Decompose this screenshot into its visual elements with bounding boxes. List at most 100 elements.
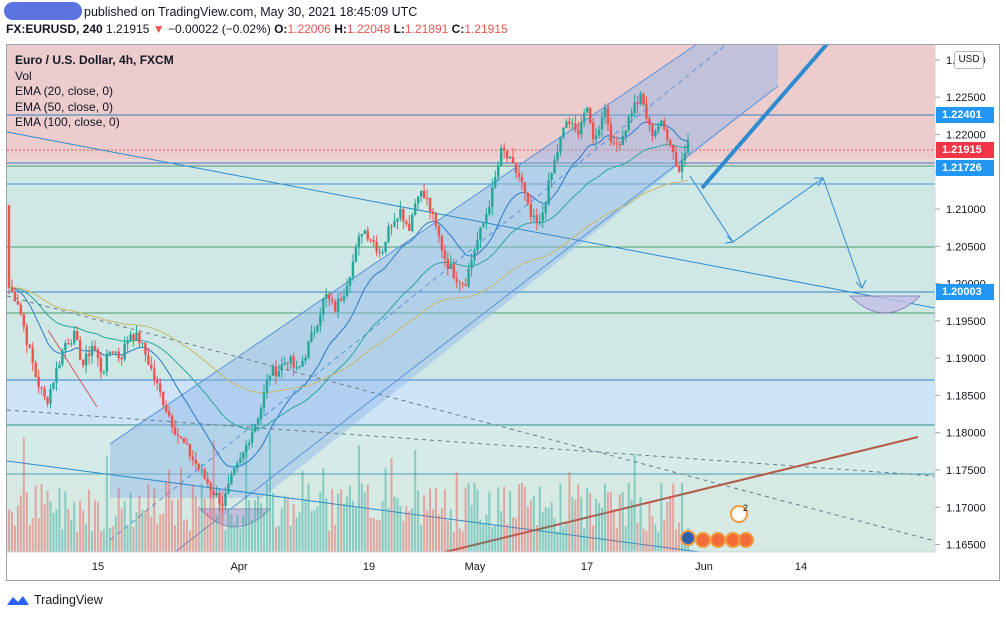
candle-body [425, 198, 429, 200]
volume-bar [52, 513, 55, 552]
volume-bar [37, 518, 40, 552]
descending-trendline[interactable] [7, 131, 935, 309]
time-tick-label: May [465, 561, 486, 573]
candle-body [494, 176, 497, 187]
volume-bar [135, 512, 138, 552]
rising-brown-trendline[interactable] [444, 436, 919, 552]
candle-body [434, 213, 438, 226]
volume-bar [633, 454, 636, 552]
volume-bar [603, 483, 606, 552]
event-badge[interactable] [680, 530, 696, 546]
volume-bar [233, 524, 236, 552]
volume-bar [476, 489, 479, 552]
candle-body [621, 135, 624, 145]
candle-body [135, 332, 138, 340]
volume-bar [215, 514, 218, 552]
volume-bar [434, 487, 437, 552]
candle-body [446, 258, 450, 269]
candle-body [488, 206, 491, 215]
candle-body [591, 122, 595, 140]
candle-body [627, 116, 630, 131]
volume-bar [657, 531, 660, 552]
thick-blue-arrow-line[interactable] [700, 44, 829, 190]
time-axis[interactable]: 15 Apr 19 May 17 Jun 14 [92, 561, 807, 573]
candle-body [597, 129, 601, 136]
footer-brand-label: TradingView [34, 593, 103, 607]
candle-body [577, 130, 580, 135]
candle-body [268, 375, 272, 381]
volume-bar [538, 486, 541, 552]
candle-body [639, 93, 642, 105]
price-tick-label: 1.19000 [946, 353, 986, 365]
candle-body [393, 221, 396, 227]
candle-body [34, 362, 37, 377]
volume-bar [129, 492, 132, 552]
candle-body [455, 278, 458, 283]
candle-body [559, 137, 562, 152]
volume-bar [174, 525, 177, 552]
candle-body [443, 250, 447, 259]
time-tick-label: 17 [581, 561, 593, 573]
candle-body [535, 215, 538, 224]
volume-bar [79, 501, 82, 552]
legend-ema20[interactable]: EMA (20, close, 0) [15, 84, 114, 98]
volume-bar [96, 502, 99, 552]
candle-body [280, 364, 283, 371]
volume-bar [598, 503, 601, 552]
volume-bar [82, 510, 85, 552]
volume-bar [242, 515, 245, 552]
volume-bar [251, 519, 254, 552]
event-badge[interactable] [730, 505, 748, 523]
volume-bar [343, 503, 346, 552]
volume-bar [372, 518, 375, 552]
currency-button[interactable]: USD [954, 51, 984, 69]
candle-body [159, 383, 162, 392]
candle-body [449, 264, 452, 269]
volume-bar [378, 520, 381, 552]
projection-path[interactable] [689, 175, 863, 289]
volume-bar [399, 505, 402, 552]
legend-ema100[interactable]: EMA (100, close, 0) [15, 115, 120, 129]
arrow-head-icon [724, 235, 735, 244]
volume-bar [292, 504, 295, 552]
candle-body [58, 364, 61, 369]
volume-bar [681, 482, 684, 552]
candle-body [319, 314, 322, 326]
volume-bar [221, 490, 224, 552]
candle-body [357, 236, 361, 248]
resistance-zone-edge [7, 159, 935, 165]
event-badge[interactable] [738, 532, 754, 548]
volume-bar [123, 501, 126, 552]
volume-bar [369, 517, 372, 552]
legend-ema50[interactable]: EMA (50, close, 0) [15, 99, 114, 114]
price-tick-label: 1.17000 [946, 502, 986, 514]
legend-vol[interactable]: Vol [15, 68, 32, 83]
volume-bar [224, 529, 227, 552]
volume-bar [91, 531, 94, 552]
candle-body [556, 151, 559, 161]
candle-body [529, 203, 533, 218]
volume-bar [609, 492, 612, 552]
volume-bar [417, 490, 420, 552]
volume-bar [153, 488, 156, 552]
candle-body [265, 380, 269, 393]
volume-bar [346, 496, 349, 552]
candle-body [568, 121, 571, 124]
candle-body [461, 283, 464, 285]
candle-body [310, 332, 313, 343]
legend-title[interactable]: Euro / U.S. Dollar, 4h, FXCM [15, 53, 174, 67]
candle-body [153, 368, 156, 380]
rising-channel[interactable] [110, 44, 778, 498]
candle-body [10, 287, 14, 292]
volume-bar [580, 497, 583, 552]
candle-body [43, 388, 46, 398]
candle-body [440, 236, 444, 251]
footer-brand[interactable]: TradingView [6, 590, 103, 610]
candle-body [176, 434, 180, 437]
symbol-label: FX:EURUSD, 240 [6, 22, 103, 36]
volume-bar [568, 471, 571, 552]
candle-body [594, 135, 598, 140]
volume-bar [85, 523, 88, 552]
red-descending-line [47, 329, 98, 408]
